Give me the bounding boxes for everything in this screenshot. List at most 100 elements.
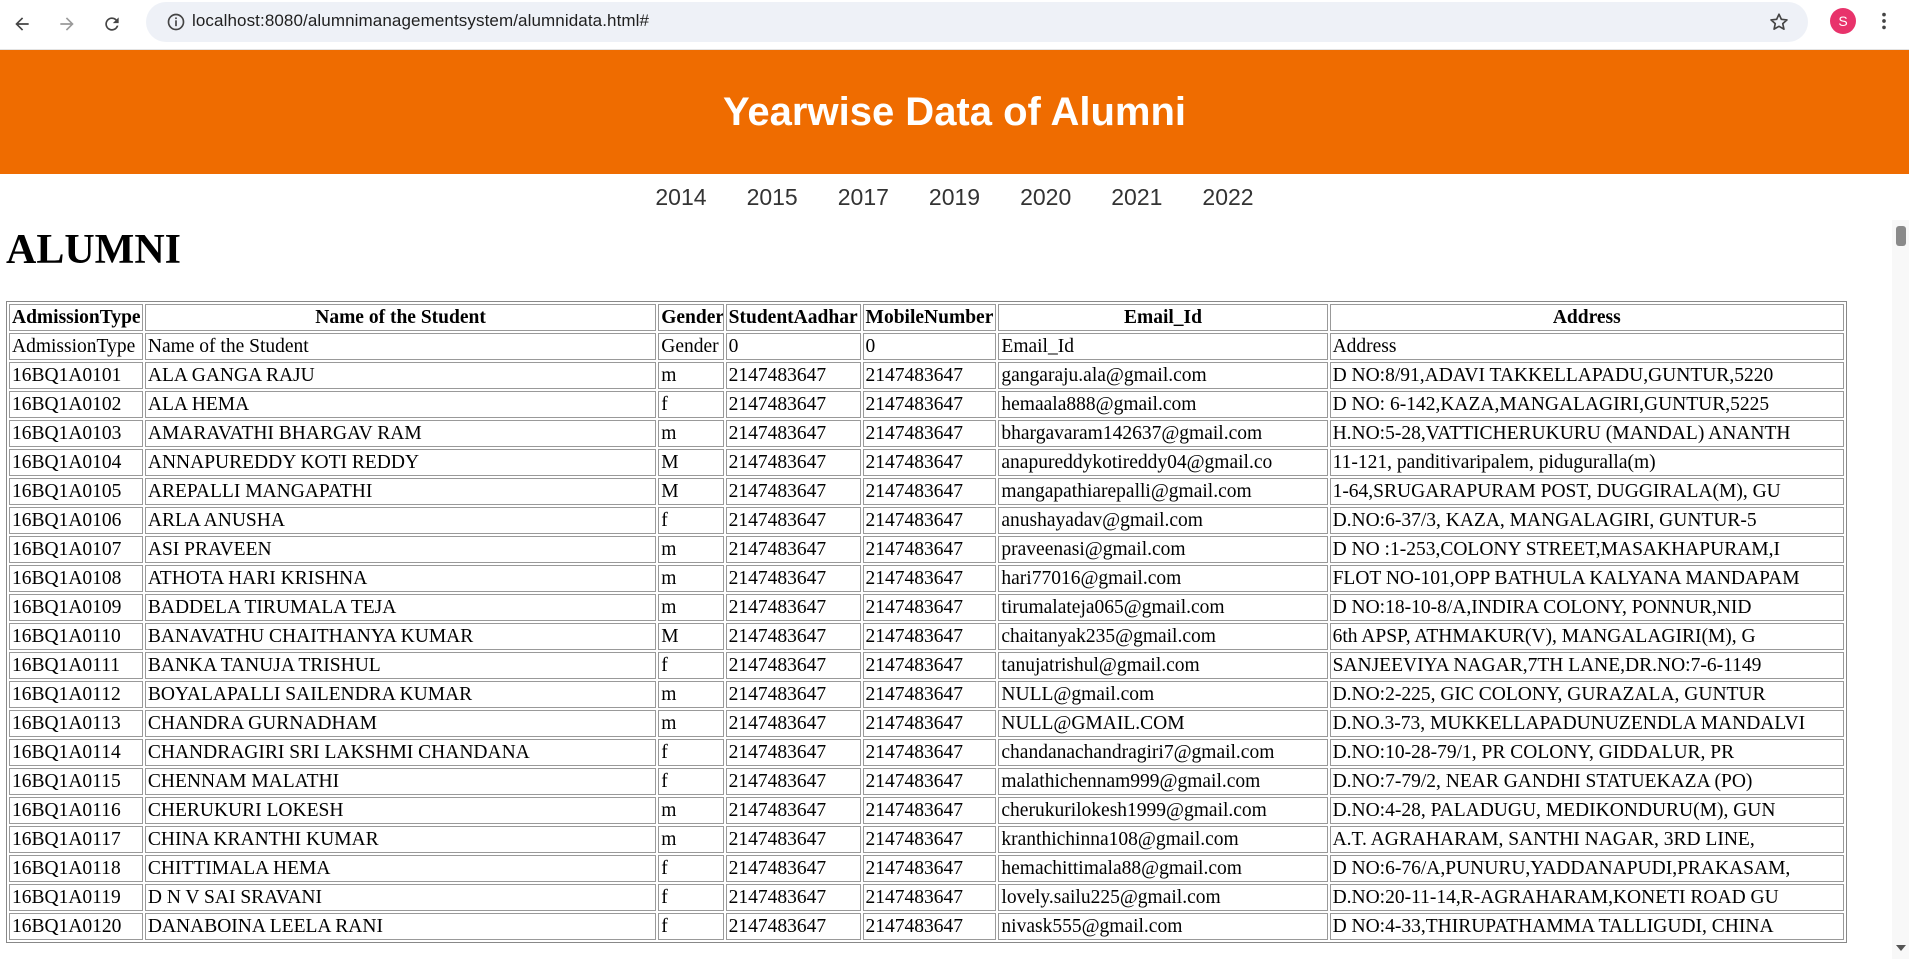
table-cell: f <box>658 391 724 418</box>
table-cell: ATHOTA HARI KRISHNA <box>144 565 657 592</box>
table-cell: BADDELA TIRUMALA TEJA <box>144 594 657 621</box>
table-cell: bhargavaram142637@gmail.com <box>998 420 1328 447</box>
table-cell: m <box>658 797 724 824</box>
table-cell: 2147483647 <box>862 565 997 592</box>
table-cell: H.NO:5-28,VATTICHERUKURU (MANDAL) ANANTH <box>1329 420 1844 447</box>
table-cell: 16BQ1A0117 <box>9 826 143 853</box>
column-header: Name of the Student <box>144 304 657 331</box>
table-cell: CHANDRA GURNADHAM <box>144 710 657 737</box>
table-cell: m <box>658 420 724 447</box>
table-row: AdmissionType Name of the Student Gender 0 0… <box>9 333 1844 360</box>
year-link[interactable]: 2017 <box>837 184 889 210</box>
table-cell: nivask555@gmail.com <box>998 913 1328 940</box>
table-cell: 2147483647 <box>725 594 861 621</box>
table-cell: 2147483647 <box>862 507 997 534</box>
table-row: 16BQ1A0111 BANKA TANUJA TRISHUL f 214748364… <box>9 652 1844 679</box>
bookmark-star-icon[interactable] <box>1768 11 1790 33</box>
table-row: 16BQ1A0116 CHERUKURI LOKESH m 2147483647 214… <box>9 797 1844 824</box>
table-cell: D NO :1-253,COLONY STREET,MASAKHAPURAM,I <box>1329 536 1844 563</box>
scroll-down-arrow-icon[interactable] <box>1896 945 1906 951</box>
table-cell: D NO: 6-142,KAZA,MANGALAGIRI,GUNTUR,5225 <box>1329 391 1844 418</box>
back-button[interactable] <box>5 7 39 41</box>
table-cell: f <box>658 884 724 911</box>
table-cell: AREPALLI MANGAPATHI <box>144 478 657 505</box>
table-cell: 16BQ1A0105 <box>9 478 143 505</box>
alumni-table-container: AdmissionType Name of the Student Gender… <box>6 301 1847 943</box>
table-cell: 16BQ1A0114 <box>9 739 143 766</box>
page-scrollbar[interactable] <box>1892 220 1909 959</box>
year-link[interactable]: 2015 <box>746 184 798 210</box>
year-link[interactable]: 2022 <box>1202 184 1254 210</box>
table-cell: m <box>658 681 724 708</box>
table-row: 16BQ1A0112 BOYALAPALLI SAILENDRA KUMAR m 21… <box>9 681 1844 708</box>
table-cell: 16BQ1A0119 <box>9 884 143 911</box>
table-cell: 2147483647 <box>862 768 997 795</box>
table-cell: tirumalateja065@gmail.com <box>998 594 1328 621</box>
table-cell: CHERUKURI LOKESH <box>144 797 657 824</box>
table-cell: 2147483647 <box>725 536 861 563</box>
table-cell: CHINA KRANTHI KUMAR <box>144 826 657 853</box>
table-cell: M <box>658 478 724 505</box>
table-row: 16BQ1A0106 ARLA ANUSHA f 2147483647 21474836… <box>9 507 1844 534</box>
profile-avatar[interactable]: S <box>1830 8 1856 34</box>
scrollbar-thumb[interactable] <box>1896 226 1906 246</box>
table-cell: kranthichinna108@gmail.com <box>998 826 1328 853</box>
table-cell: 16BQ1A0107 <box>9 536 143 563</box>
table-row: 16BQ1A0105 AREPALLI MANGAPATHI M 2147483647… <box>9 478 1844 505</box>
column-header: Email_Id <box>998 304 1328 331</box>
forward-button[interactable] <box>50 7 84 41</box>
table-cell: ALA HEMA <box>144 391 657 418</box>
table-cell: 2147483647 <box>862 391 997 418</box>
year-link[interactable]: 2021 <box>1111 184 1163 210</box>
year-link[interactable]: 2014 <box>655 184 707 210</box>
table-body: AdmissionType Name of the Student Gender 0 0… <box>9 333 1844 940</box>
table-cell: DANABOINA LEELA RANI <box>144 913 657 940</box>
more-options-icon[interactable] <box>1873 10 1895 32</box>
table-cell: 2147483647 <box>725 739 861 766</box>
table-cell: 2147483647 <box>862 710 997 737</box>
table-cell: 2147483647 <box>862 739 997 766</box>
table-cell: 2147483647 <box>862 913 997 940</box>
table-cell: 16BQ1A0110 <box>9 623 143 650</box>
table-cell: 2147483647 <box>862 826 997 853</box>
table-cell: D.NO:6-37/3, KAZA, MANGALAGIRI, GUNTUR-5 <box>1329 507 1844 534</box>
table-cell: ASI PRAVEEN <box>144 536 657 563</box>
table-cell: 16BQ1A0118 <box>9 855 143 882</box>
table-cell: 16BQ1A0115 <box>9 768 143 795</box>
table-cell: 2147483647 <box>725 855 861 882</box>
table-cell: D N V SAI SRAVANI <box>144 884 657 911</box>
table-cell: D NO:8/91,ADAVI TAKKELLAPADU,GUNTUR,5220 <box>1329 362 1844 389</box>
table-cell: Address <box>1329 333 1844 360</box>
table-cell: SANJEEVIYA NAGAR,7TH LANE,DR.NO:7-6-1149 <box>1329 652 1844 679</box>
table-cell: M <box>658 449 724 476</box>
url-text[interactable]: localhost:8080/alumnimanagementsystem/al… <box>192 11 650 30</box>
table-cell: m <box>658 536 724 563</box>
table-cell: 2147483647 <box>725 884 861 911</box>
table-row: 16BQ1A0107 ASI PRAVEEN m 2147483647 21474836… <box>9 536 1844 563</box>
year-link[interactable]: 2020 <box>1020 184 1072 210</box>
table-cell: ALA GANGA RAJU <box>144 362 657 389</box>
table-cell: D NO:18-10-8/A,INDIRA COLONY, PONNUR,NID <box>1329 594 1844 621</box>
table-cell: 2147483647 <box>725 449 861 476</box>
table-cell: FLOT NO-101,OPP BATHULA KALYANA MANDAPAM <box>1329 565 1844 592</box>
table-cell: f <box>658 739 724 766</box>
table-cell: 16BQ1A0101 <box>9 362 143 389</box>
table-row: 16BQ1A0115 CHENNAM MALATHI f 2147483647 2147… <box>9 768 1844 795</box>
alumni-table: AdmissionType Name of the Student Gender… <box>6 301 1847 943</box>
table-cell: m <box>658 362 724 389</box>
reload-icon <box>105 17 119 31</box>
table-row: 16BQ1A0114 CHANDRAGIRI SRI LAKSHMI CHANDA… <box>9 739 1844 766</box>
table-cell: lovely.sailu225@gmail.com <box>998 884 1328 911</box>
reload-button[interactable] <box>95 7 129 41</box>
table-cell: 2147483647 <box>725 681 861 708</box>
info-icon[interactable] <box>166 12 186 32</box>
year-link[interactable]: 2019 <box>928 184 981 210</box>
table-cell: hemachittimala88@gmail.com <box>998 855 1328 882</box>
address-bar[interactable]: localhost:8080/alumnimanagementsystem/al… <box>146 2 1808 42</box>
table-cell: AMARAVATHI BHARGAV RAM <box>144 420 657 447</box>
table-cell: 16BQ1A0109 <box>9 594 143 621</box>
table-cell: 2147483647 <box>862 536 997 563</box>
table-cell: 1-64,SRUGARAPURAM POST, DUGGIRALA(M), GU <box>1329 478 1844 505</box>
table-cell: D.NO:10-28-79/1, PR COLONY, GIDDALUR, PR <box>1329 739 1844 766</box>
column-header: AdmissionType <box>9 304 143 331</box>
